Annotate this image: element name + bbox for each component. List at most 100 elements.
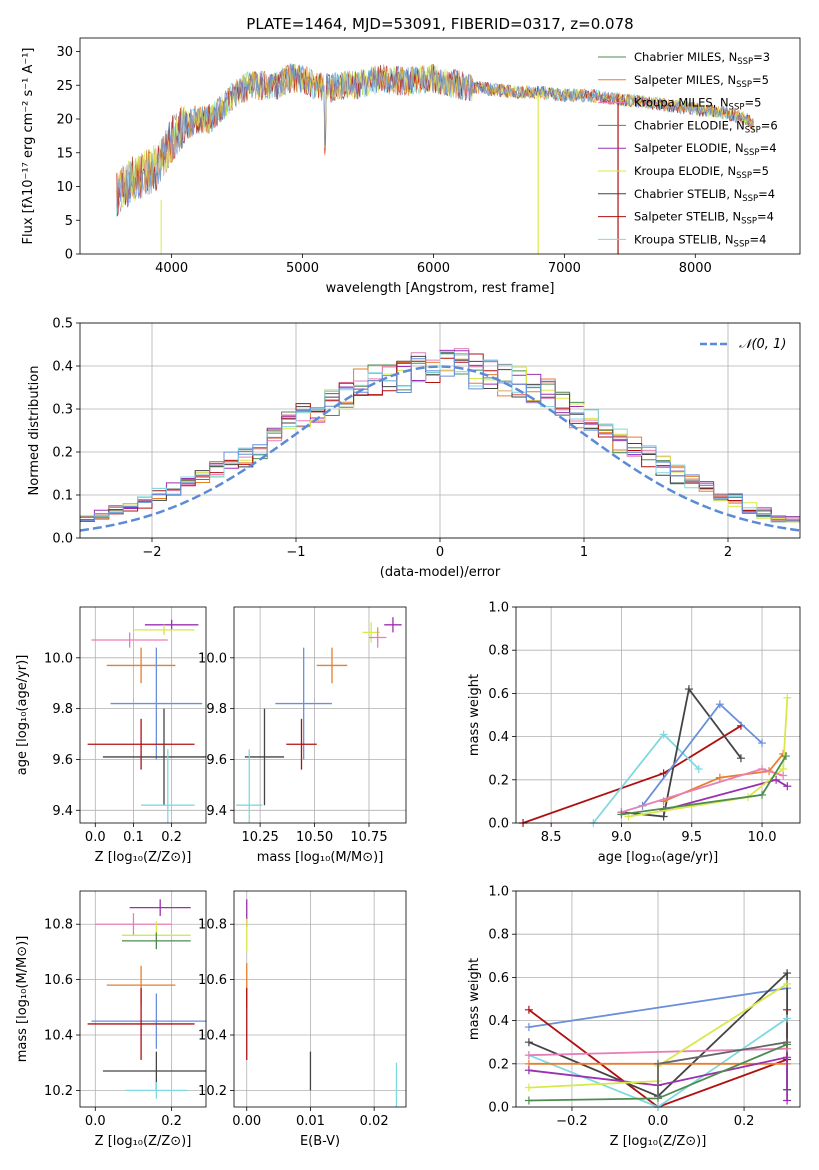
y-tick-label: 15 (56, 146, 73, 161)
axes-frame (515, 890, 801, 1108)
y-tick-label: 0.8 (488, 644, 509, 659)
y-tick-label: 9.6 (206, 753, 227, 768)
y-tick-label: 10.6 (44, 973, 73, 988)
x-axis-label: Z [log₁₀(Z/Z⊙)] (610, 1134, 707, 1149)
weight-series-marker (783, 979, 792, 988)
y-tick-label: 0.0 (488, 817, 509, 832)
legend-label: Salpeter STELIB, NSSP=4 (634, 210, 774, 227)
y-tick-label: 0.4 (52, 360, 73, 375)
mass-vs-EBV-panel: 0.00 0.01 0.02 10.2 10.4 10.6 10.8 E(B-V) (198, 890, 407, 1149)
y-tick-label: 9.8 (52, 702, 73, 717)
weight-series-marker (783, 1014, 792, 1023)
residuals-panel: −2 −1 0 1 2 0.0 0.1 0.2 0.3 0.4 0.5 (data-model)/er… (27, 317, 801, 580)
y-tick-label: 10.6 (198, 973, 227, 988)
x-axis-label: Z [log₁₀(Z/Z⊙)] (95, 1134, 192, 1149)
y-tick-label: 0 (65, 248, 73, 263)
spectrum-lines (116, 63, 755, 254)
y-tick-label: 10.4 (44, 1029, 73, 1044)
y-tick-label: 10.8 (44, 918, 73, 933)
weight-series-line (628, 697, 789, 818)
weight-series-marker (772, 775, 781, 784)
weight-series-marker (524, 1066, 533, 1075)
histogram-series (80, 358, 800, 526)
x-tick-label: 7000 (548, 261, 581, 276)
histogram-series (80, 354, 800, 526)
x-tick-label: 5000 (286, 261, 319, 276)
weight-lines (519, 685, 792, 827)
gaussian-curve (80, 365, 800, 532)
x-tick-label: 0.02 (360, 1114, 389, 1129)
errorbars (87, 899, 206, 1099)
y-tick-label: 0.5 (52, 317, 73, 332)
x-tick-label: 10.25 (242, 830, 279, 845)
y-tick-label: 0.0 (488, 1101, 509, 1116)
x-tick-label: −1 (286, 545, 305, 560)
weight-series-marker (779, 771, 788, 780)
y-tick-label: 10.2 (44, 1084, 73, 1099)
axes-frame (233, 606, 407, 824)
y-axis-label: mass [log₁₀(M/M⊙)] (15, 936, 30, 1063)
y-tick-label: 0.6 (488, 687, 509, 702)
axes-frame (233, 890, 407, 1108)
y-tick-label: 0.2 (488, 1057, 509, 1072)
y-tick-label: 1.0 (488, 601, 509, 616)
weight-series-marker (524, 1038, 533, 1047)
y-tick-label: 10.0 (44, 651, 73, 666)
x-tick-label: 10.50 (296, 830, 333, 845)
x-axis-label: age [log₁₀(age/yr)] (598, 850, 719, 865)
spectrum-series-line (116, 63, 755, 212)
x-tick-label: 1 (580, 545, 588, 560)
legend-label: Kroupa ELODIE, NSSP=5 (634, 164, 769, 181)
histogram-series (80, 351, 800, 528)
weight-series-marker (694, 765, 703, 773)
histograms (80, 348, 800, 532)
x-tick-label: 0.0 (85, 830, 106, 845)
x-tick-label: 9.0 (611, 830, 632, 845)
y-tick-label: 25 (56, 79, 73, 94)
age-vs-mass-panel: 10.25 10.50 10.75 9.4 9.6 9.8 10.0 mass [log₁₀(… (198, 606, 407, 865)
legend-label: Kroupa MILES, NSSP=5 (634, 96, 761, 113)
y-tick-label: 0.8 (488, 928, 509, 943)
weight-series-marker (783, 969, 792, 978)
y-axis-label: Flux [fλ10⁻¹⁷ erg cm⁻² s⁻¹ A⁻¹] (21, 48, 36, 245)
x-tick-label: 0.00 (232, 1114, 261, 1129)
y-tick-label: 10 (56, 180, 73, 195)
age-vs-Z-panel: 0.0 0.1 0.2 9.4 9.6 9.8 10.0 Z [log₁₀(Z/Z⊙)] age… (15, 606, 207, 865)
mass-vs-Z-panel: 0.0 0.2 10.2 10.4 10.6 10.8 Z [log₁₀(Z/Z⊙)] mas… (15, 890, 207, 1149)
legend-label: 𝒩(0, 1) (739, 337, 786, 352)
spectrum-panel: PLATE=1464, MJD=53091, FIBERID=0317, z=0… (21, 15, 801, 296)
y-tick-label: 0.4 (488, 730, 509, 745)
y-tick-label: 10.8 (198, 918, 227, 933)
x-tick-label: 0.0 (648, 1114, 669, 1129)
axes-frame (79, 322, 801, 539)
y-tick-label: 9.4 (52, 804, 73, 819)
weight-series-marker (524, 1096, 533, 1105)
y-tick-label: 20 (56, 113, 73, 128)
y-tick-label: 30 (56, 45, 73, 60)
y-tick-label: 10.0 (198, 651, 227, 666)
axes-frame (79, 890, 207, 1108)
weight-series-marker (654, 1059, 662, 1068)
weight-series-marker (783, 782, 792, 791)
weight-series-marker (758, 739, 767, 748)
weight-series-marker (781, 752, 790, 761)
errorbars (87, 619, 206, 823)
x-tick-label: 10.75 (350, 830, 387, 845)
x-axis-label: E(B-V) (300, 1134, 340, 1149)
y-tick-label: 0.3 (52, 403, 73, 418)
y-tick-label: 9.6 (52, 753, 73, 768)
y-tick-label: 9.8 (206, 702, 227, 717)
y-tick-label: 9.4 (206, 804, 227, 819)
x-tick-label: 10.0 (748, 830, 777, 845)
y-tick-label: 0.1 (52, 489, 73, 504)
weight-series-marker (617, 810, 626, 819)
x-tick-label: 8.5 (541, 830, 562, 845)
weight-series-marker (715, 773, 724, 782)
histogram-series (80, 349, 800, 521)
x-tick-label: 4000 (155, 261, 188, 276)
weight-series-marker (524, 1083, 533, 1092)
y-tick-label: 0.6 (488, 971, 509, 986)
axes-frame (515, 606, 801, 824)
weight-series-marker (659, 730, 668, 739)
weight-vs-age-panel: 8.5 9.0 9.5 10.0 0.0 0.2 0.4 0.6 0.8 1.0 age [log₁… (467, 601, 801, 865)
